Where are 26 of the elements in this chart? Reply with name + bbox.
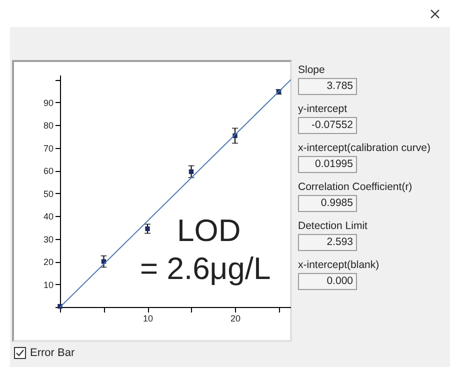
y-tick-label: 60 xyxy=(43,166,54,176)
y-tick-label: 40 xyxy=(43,212,54,222)
text: Detection Limit xyxy=(298,220,368,234)
point xyxy=(145,226,150,232)
text: x-intercept(calibration curve) xyxy=(298,142,430,156)
y-tick-label: 90 xyxy=(43,98,54,108)
y-tick-label: 80 xyxy=(43,120,54,131)
annotation: = 2.6μg/L xyxy=(140,251,271,286)
annotation: LOD xyxy=(177,213,241,248)
text: Slope xyxy=(298,64,326,78)
text: x-intercept(blank) xyxy=(298,259,380,273)
text: 0.9985 xyxy=(298,195,357,212)
text: 3.785 xyxy=(298,78,357,95)
text: Correlation Coefficient(r) xyxy=(298,181,414,195)
y-tick-label: 30 xyxy=(43,234,54,244)
point xyxy=(188,169,194,174)
text: Error Bar xyxy=(30,347,75,359)
text: 0.000 xyxy=(298,273,357,290)
y-tick-label: 50 xyxy=(43,188,54,199)
text: y-intercept xyxy=(298,103,348,117)
text: -0.07552 xyxy=(298,117,357,134)
y-tick-label: 20 xyxy=(43,257,54,268)
y-tick-label: 70 xyxy=(43,143,54,154)
text: 0.01995 xyxy=(298,156,357,173)
y-tick-label: 10 xyxy=(43,280,54,290)
text: 2.593 xyxy=(298,234,357,251)
